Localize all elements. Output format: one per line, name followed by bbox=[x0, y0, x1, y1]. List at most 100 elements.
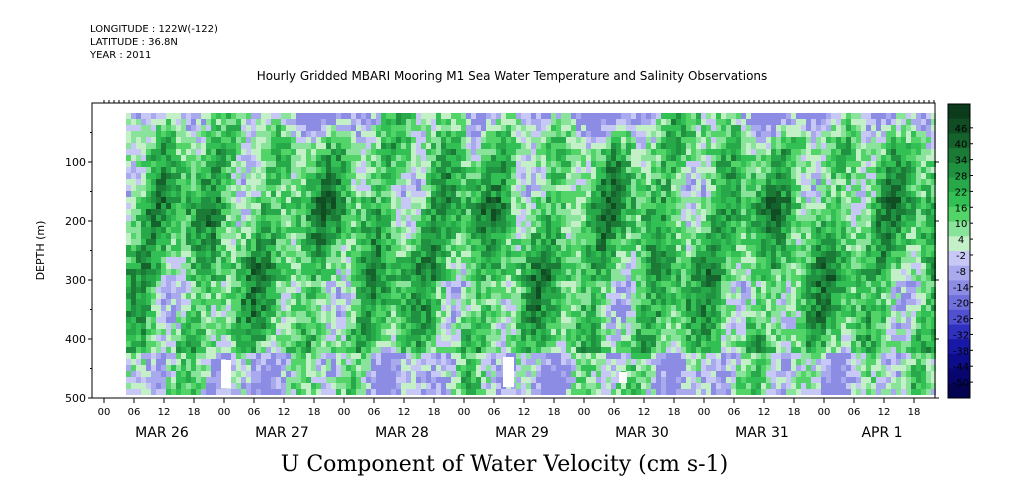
heatmap-cell bbox=[331, 377, 336, 383]
heatmap-cell bbox=[531, 347, 536, 353]
heatmap-cell bbox=[346, 287, 351, 293]
heatmap-cell bbox=[601, 155, 606, 161]
heatmap-cell bbox=[611, 263, 616, 269]
heatmap-cell bbox=[276, 227, 281, 233]
heatmap-cell bbox=[311, 293, 316, 299]
heatmap-cell bbox=[161, 167, 166, 173]
heatmap-cell bbox=[461, 305, 466, 311]
heatmap-cell bbox=[126, 209, 131, 215]
heatmap-cell bbox=[406, 269, 411, 275]
heatmap-cell bbox=[161, 317, 166, 323]
heatmap-cell bbox=[536, 275, 541, 281]
heatmap-cell bbox=[166, 227, 171, 233]
heatmap-cell bbox=[376, 119, 381, 125]
heatmap-cell bbox=[496, 359, 501, 365]
heatmap-cell bbox=[201, 347, 206, 353]
heatmap-cell bbox=[401, 149, 406, 155]
heatmap-cell bbox=[586, 215, 591, 221]
heatmap-cell bbox=[211, 317, 216, 323]
heatmap-cell bbox=[451, 185, 456, 191]
heatmap-cell bbox=[596, 197, 601, 203]
heatmap-cell bbox=[526, 179, 531, 185]
heatmap-cell bbox=[261, 179, 266, 185]
heatmap-cell bbox=[206, 149, 211, 155]
heatmap-cell bbox=[656, 155, 661, 161]
heatmap-cell bbox=[601, 269, 606, 275]
heatmap-cell bbox=[406, 323, 411, 329]
heatmap-cell bbox=[491, 371, 496, 377]
heatmap-cell bbox=[351, 281, 356, 287]
heatmap-cell bbox=[356, 275, 361, 281]
heatmap-cell bbox=[536, 281, 541, 287]
heatmap-cell bbox=[491, 263, 496, 269]
heatmap-cell bbox=[501, 179, 506, 185]
heatmap-cell bbox=[521, 317, 526, 323]
heatmap-cell bbox=[161, 269, 166, 275]
heatmap-cell bbox=[371, 263, 376, 269]
heatmap-cell bbox=[216, 365, 221, 371]
heatmap-cell bbox=[426, 311, 431, 317]
heatmap-cell bbox=[271, 371, 276, 377]
heatmap-cell bbox=[406, 131, 411, 137]
heatmap-cell bbox=[281, 113, 286, 119]
heatmap-cell bbox=[316, 185, 321, 191]
heatmap-cell bbox=[291, 317, 296, 323]
heatmap-cell bbox=[351, 311, 356, 317]
heatmap-cell bbox=[316, 197, 321, 203]
heatmap-cell bbox=[381, 329, 386, 335]
heatmap-cell bbox=[596, 269, 601, 275]
heatmap-cell bbox=[281, 185, 286, 191]
heatmap-cell bbox=[401, 329, 406, 335]
heatmap-cell bbox=[596, 353, 601, 359]
heatmap-cell bbox=[541, 323, 546, 329]
heatmap-cell bbox=[161, 389, 166, 395]
heatmap-cell bbox=[266, 191, 271, 197]
heatmap-cell bbox=[491, 251, 496, 257]
heatmap-cell bbox=[556, 335, 561, 341]
heatmap-cell bbox=[311, 251, 316, 257]
heatmap-cell bbox=[471, 371, 476, 377]
heatmap-cell bbox=[276, 185, 281, 191]
heatmap-cell bbox=[401, 179, 406, 185]
heatmap-cell bbox=[486, 251, 491, 257]
heatmap-cell bbox=[311, 257, 316, 263]
heatmap-cell bbox=[181, 353, 186, 359]
heatmap-cell bbox=[441, 155, 446, 161]
heatmap-cell bbox=[316, 227, 321, 233]
heatmap-cell bbox=[366, 275, 371, 281]
heatmap-cell bbox=[446, 311, 451, 317]
heatmap-cell bbox=[191, 389, 196, 395]
heatmap-cell bbox=[176, 131, 181, 137]
heatmap-cell bbox=[501, 329, 506, 335]
heatmap-cell bbox=[596, 119, 601, 125]
heatmap-cell bbox=[136, 155, 141, 161]
heatmap-cell bbox=[266, 293, 271, 299]
heatmap-cell bbox=[591, 257, 596, 263]
heatmap-cell bbox=[361, 377, 366, 383]
heatmap-cell bbox=[296, 275, 301, 281]
heatmap-cell bbox=[511, 341, 516, 347]
heatmap-cell bbox=[176, 383, 181, 389]
heatmap-cell bbox=[566, 305, 571, 311]
heatmap-cell bbox=[496, 275, 501, 281]
heatmap-cell bbox=[316, 179, 321, 185]
heatmap-cell bbox=[206, 299, 211, 305]
heatmap-cell bbox=[351, 203, 356, 209]
heatmap-cell bbox=[356, 323, 361, 329]
heatmap-cell bbox=[476, 185, 481, 191]
heatmap-cell bbox=[441, 185, 446, 191]
heatmap-cell bbox=[596, 233, 601, 239]
heatmap-cell bbox=[581, 323, 586, 329]
heatmap-cell bbox=[341, 137, 346, 143]
heatmap-cell bbox=[651, 197, 656, 203]
heatmap-cell bbox=[516, 329, 521, 335]
heatmap-cell bbox=[371, 323, 376, 329]
heatmap-cell bbox=[266, 377, 271, 383]
heatmap-cell bbox=[236, 197, 241, 203]
heatmap-cell bbox=[541, 263, 546, 269]
heatmap-cell bbox=[486, 191, 491, 197]
heatmap-cell bbox=[616, 227, 621, 233]
heatmap-cell bbox=[446, 161, 451, 167]
heatmap-cell bbox=[196, 389, 201, 395]
heatmap-cell bbox=[646, 221, 651, 227]
